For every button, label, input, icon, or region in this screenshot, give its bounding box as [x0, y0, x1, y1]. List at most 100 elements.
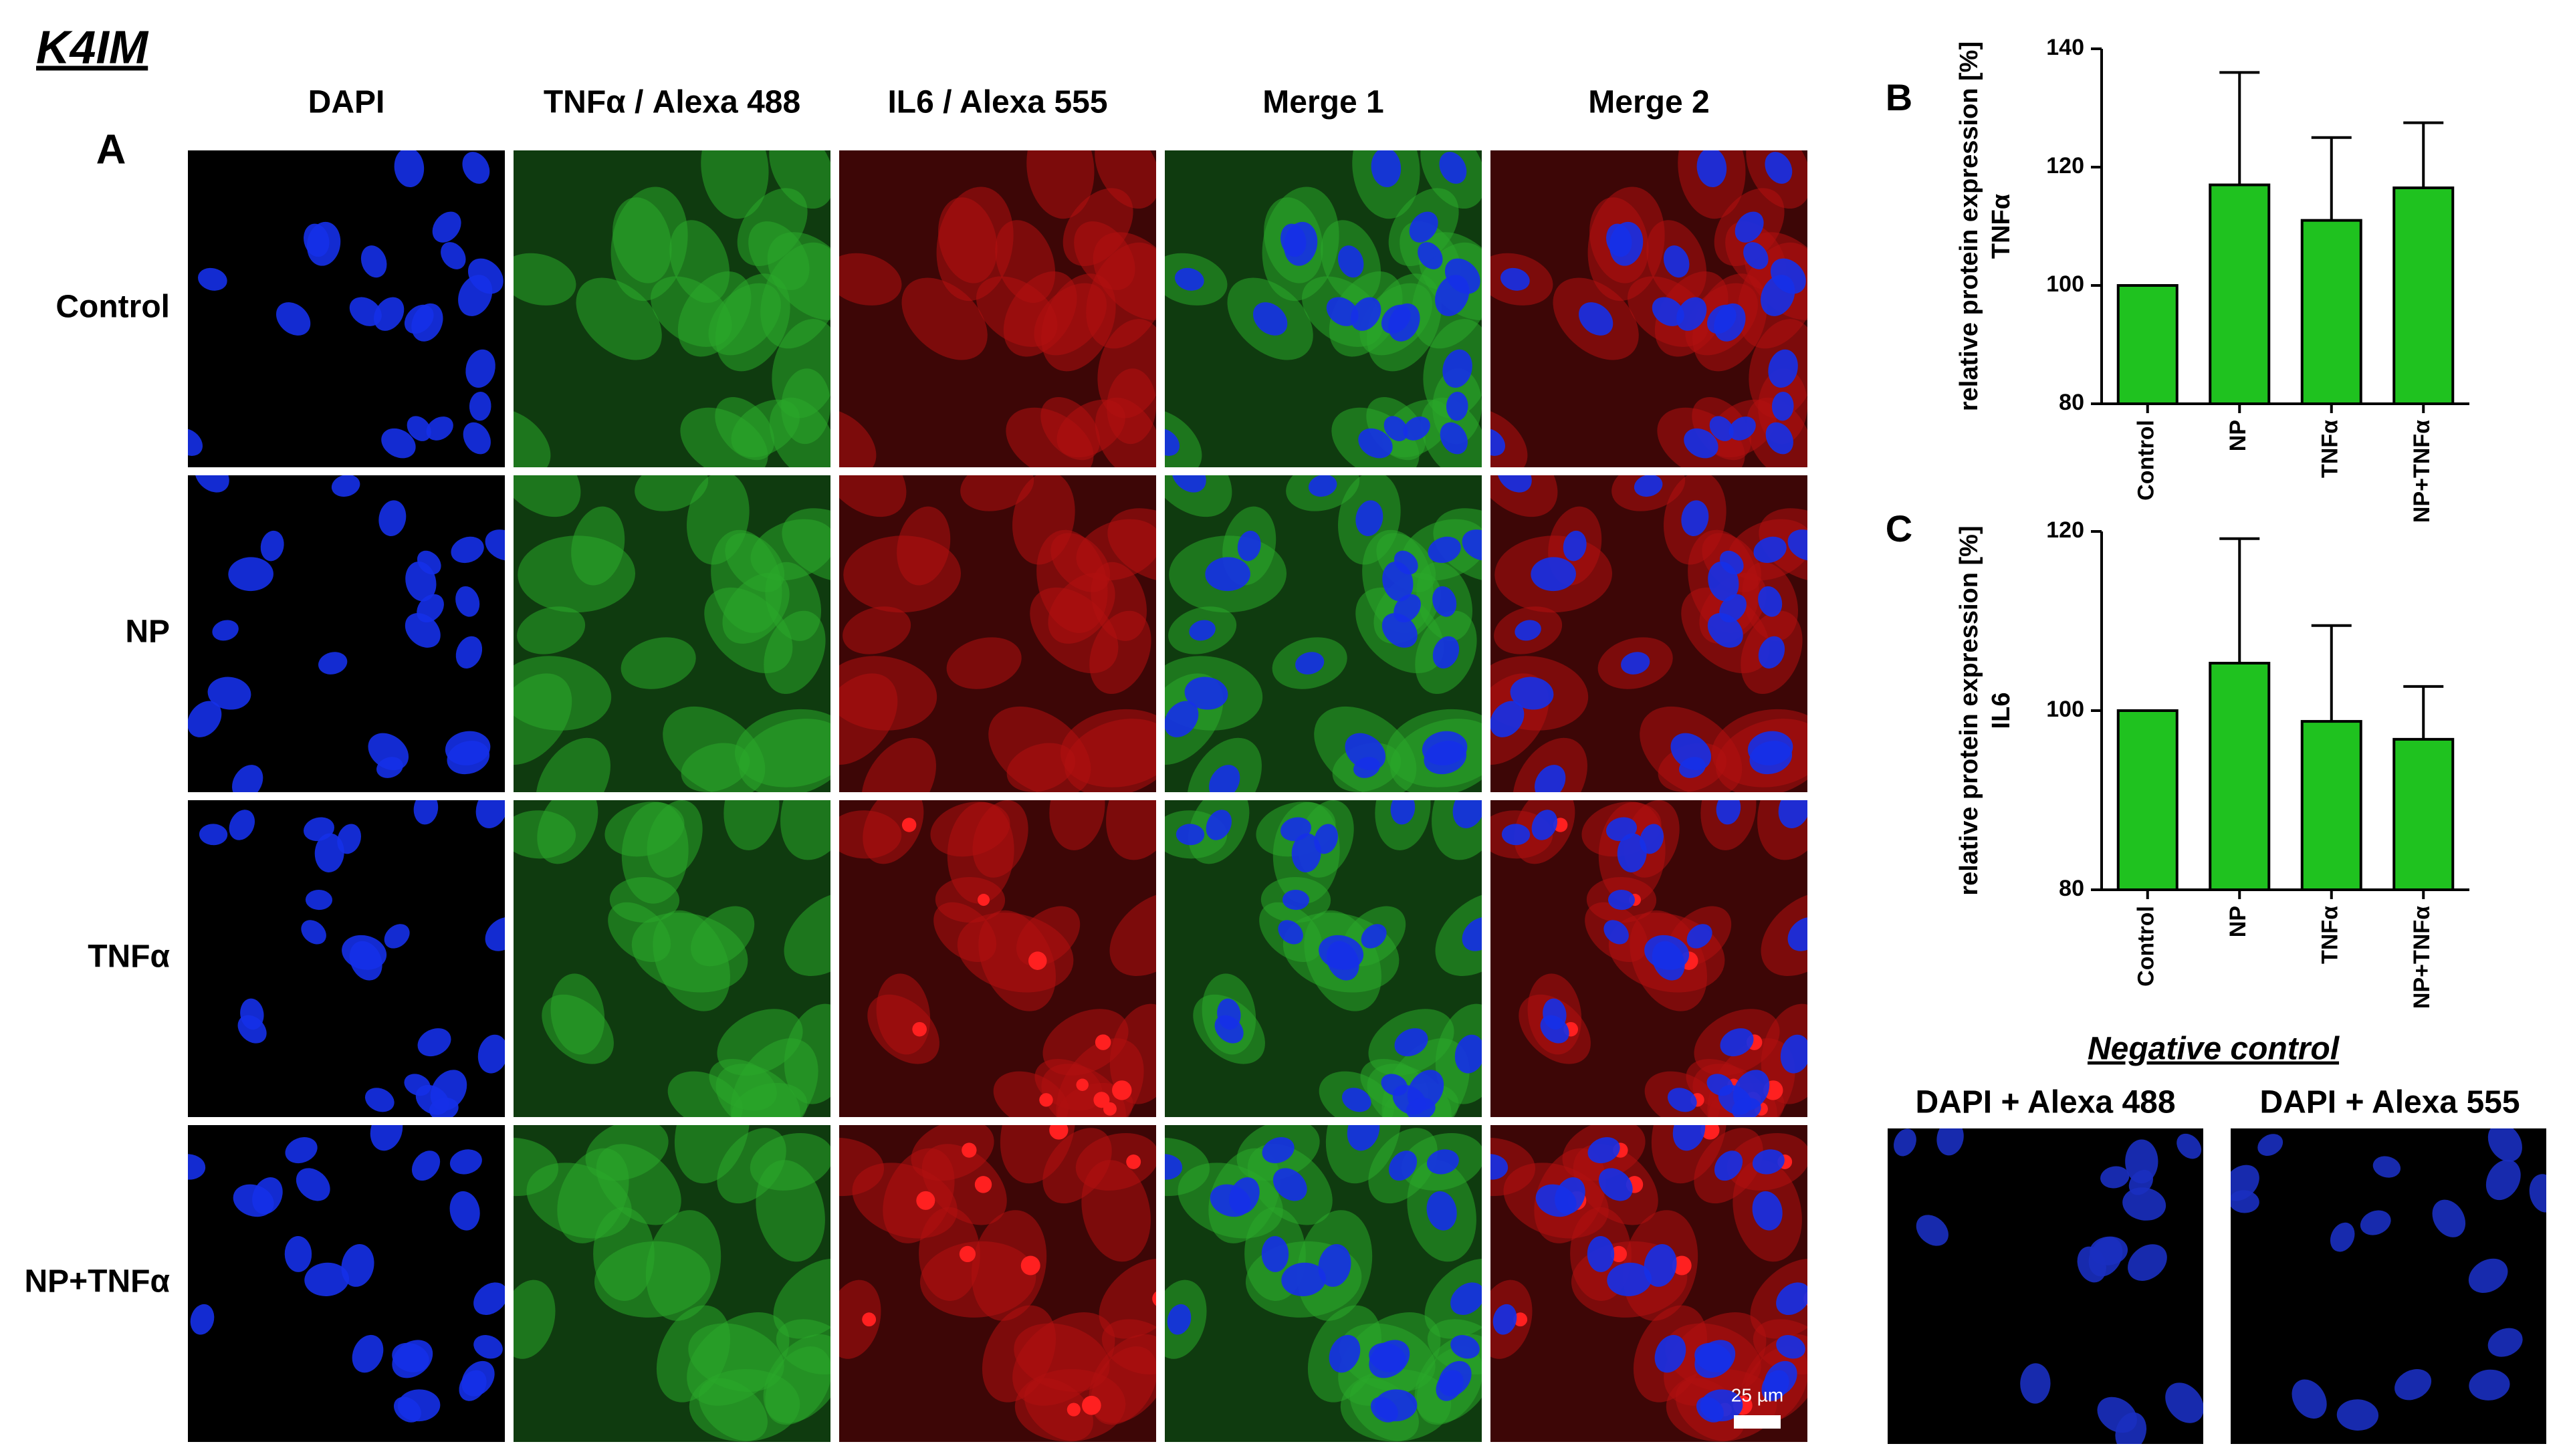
- nucleus: [1497, 475, 1532, 493]
- cytoplasm: [988, 706, 1091, 792]
- nucleus: [417, 1028, 451, 1057]
- cytoplasm: [557, 1148, 629, 1243]
- nucleus: [1308, 475, 1337, 497]
- nucleus: [2394, 1369, 2432, 1401]
- cytoplasm: [514, 253, 576, 306]
- micrograph: [1165, 150, 1482, 467]
- nucleus: [1515, 620, 1541, 641]
- nucleus: [1731, 1097, 1761, 1117]
- nucleus: [1490, 701, 1525, 737]
- nucleus: [331, 475, 360, 497]
- nucleus: [1686, 924, 1712, 949]
- nucleus: [1634, 475, 1663, 497]
- nucleus: [411, 1150, 441, 1181]
- cytoplasm: [1024, 1378, 1093, 1441]
- nucleus: [465, 349, 495, 388]
- nucleus: [405, 562, 437, 602]
- nucleus: [1440, 422, 1468, 455]
- cytoplasm: [1109, 1003, 1156, 1104]
- cytoplasm: [1014, 1323, 1110, 1392]
- nucleus: [1369, 1342, 1406, 1372]
- nucleus: [1684, 428, 1718, 459]
- nucleus: [1388, 303, 1420, 342]
- nucleus: [1555, 1177, 1585, 1215]
- spot: [977, 894, 990, 906]
- nucleus: [2077, 1246, 2106, 1283]
- nucleus: [1165, 428, 1180, 456]
- cytoplasm: [514, 656, 612, 731]
- spot: [1610, 1245, 1628, 1263]
- nucleus: [1209, 765, 1240, 792]
- nucleus: [1382, 562, 1414, 602]
- nucleus: [2372, 1156, 2401, 1178]
- nucleus: [1326, 297, 1359, 326]
- nucleus: [405, 613, 441, 648]
- y-tick-label: 120: [2046, 153, 2084, 178]
- cytoplasm: [621, 637, 696, 689]
- cytoplasm: [514, 1137, 558, 1197]
- column-header: Merge 1: [1262, 85, 1383, 120]
- spot: [1152, 1292, 1156, 1306]
- cytoplasm: [1109, 892, 1156, 976]
- cytoplasm: [861, 737, 936, 792]
- micrograph: [2231, 1128, 2546, 1444]
- nucleus: [1280, 223, 1307, 257]
- nucleus: [301, 920, 326, 945]
- nucleus: [1681, 500, 1709, 536]
- nucleus: [1894, 1128, 1916, 1157]
- nucleus: [2115, 1412, 2147, 1444]
- nucleus: [368, 733, 409, 771]
- nucleus: [199, 824, 228, 846]
- nucleus: [1229, 1177, 1260, 1215]
- cytoplasm: [960, 475, 1034, 511]
- cytoplasm: [604, 802, 685, 857]
- panel-label: B: [1886, 76, 1912, 118]
- figure-title: K4IM: [36, 21, 149, 73]
- nucleus: [285, 1137, 318, 1164]
- bar: [2392, 737, 2455, 891]
- nucleus: [1381, 613, 1418, 648]
- nucleus: [1758, 636, 1785, 669]
- nucleus: [485, 917, 505, 951]
- nucleus: [1776, 1335, 1805, 1359]
- x-tick-label: NP: [2225, 420, 2251, 451]
- nucleus: [1450, 1282, 1482, 1316]
- nucleus: [1318, 1244, 1351, 1287]
- nucleus: [318, 652, 348, 675]
- micrograph: [514, 800, 830, 1117]
- cytoplasm: [935, 876, 1006, 923]
- cytoplasm: [612, 197, 672, 283]
- spot: [901, 818, 917, 832]
- nucleus: [1720, 1028, 1754, 1057]
- micrograph: [514, 475, 830, 792]
- nucleus: [1454, 1034, 1482, 1074]
- spot: [962, 1142, 977, 1158]
- spot: [1049, 1125, 1069, 1140]
- nucleus: [337, 824, 362, 854]
- micrograph: [1490, 475, 1807, 792]
- negative-control-title: Negative control: [2088, 1032, 2340, 1067]
- panel-label: C: [1886, 507, 1912, 550]
- nucleus: [1403, 416, 1430, 441]
- nucleus: [469, 392, 491, 421]
- column-header: TNFα / Alexa 488: [544, 85, 800, 120]
- nucleus: [1388, 1150, 1418, 1181]
- error-bar: [2311, 136, 2352, 221]
- bar: [2300, 720, 2362, 891]
- cytoplasm: [517, 606, 586, 654]
- nucleus: [1644, 935, 1690, 970]
- nucleus: [1531, 557, 1576, 592]
- cytoplasm: [780, 800, 830, 860]
- nucleus: [284, 1235, 312, 1272]
- nucleus: [1439, 152, 1467, 184]
- nucleus: [1778, 800, 1807, 828]
- nucleus: [2100, 1166, 2130, 1189]
- nucleus: [1432, 636, 1460, 669]
- cytoplasm: [645, 1210, 721, 1321]
- nucleus: [1432, 586, 1457, 617]
- error-bar: [2403, 121, 2444, 188]
- nucleus: [2487, 1128, 2522, 1162]
- cytoplasm: [631, 913, 748, 993]
- nucleus: [1409, 211, 1438, 243]
